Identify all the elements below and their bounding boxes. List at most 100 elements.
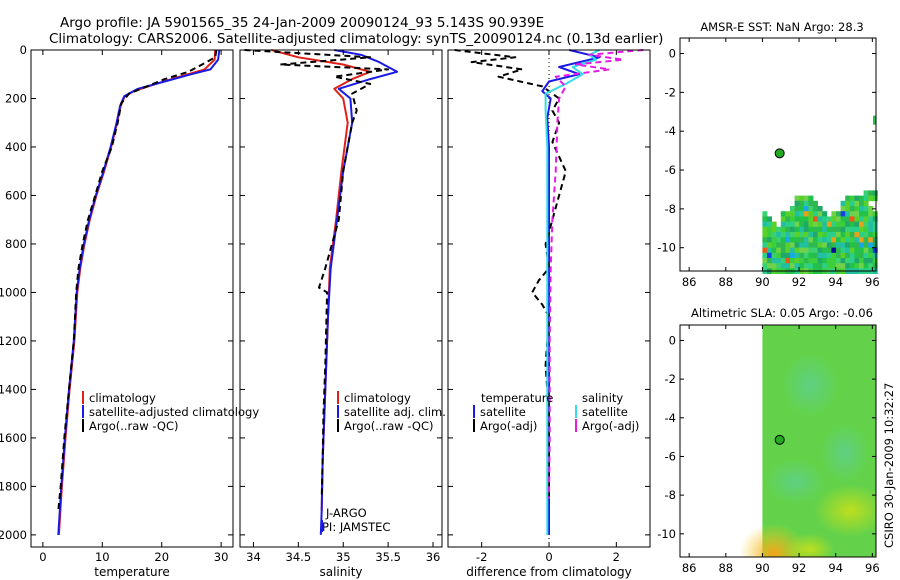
map-title: Altimetric SLA: 0.05 Argo: -0.06 xyxy=(691,306,873,320)
sst-cell xyxy=(790,263,795,269)
sst-cell xyxy=(813,216,818,222)
sst-cell xyxy=(845,216,851,222)
plot-frame xyxy=(239,49,443,548)
series-line-sal_argo xyxy=(548,49,644,499)
sst-cell xyxy=(863,242,869,248)
sst-cell xyxy=(780,247,786,254)
y-tick-label: 800 xyxy=(5,237,27,251)
temperature-profile-panel: 0 10 20 30 0 200 400 600 800 1000 1200 1400 1600 1800… xyxy=(0,43,259,579)
sst-cell xyxy=(849,206,855,212)
sst-cell xyxy=(826,258,832,264)
sst-cell xyxy=(863,190,869,196)
sst-cell xyxy=(771,242,777,248)
sst-cell xyxy=(863,216,869,222)
y-tick-label: 0 xyxy=(669,47,676,61)
sst-cell xyxy=(790,226,795,233)
sst-cell xyxy=(803,252,809,259)
sst-cell xyxy=(790,211,795,217)
sst-cell xyxy=(840,232,846,238)
sst-cell xyxy=(817,263,823,269)
sst-cell xyxy=(808,258,814,264)
argo-float-marker xyxy=(774,148,785,159)
sst-cell xyxy=(771,247,777,254)
sst-cell xyxy=(776,226,782,233)
sst-cell xyxy=(813,206,818,212)
y-tick-label: -8 xyxy=(665,488,676,502)
sst-cell xyxy=(872,247,878,254)
legend-entry: climatology xyxy=(344,391,411,405)
sst-cell xyxy=(822,216,828,222)
sst-cell xyxy=(863,211,869,217)
sst-cell xyxy=(859,216,864,222)
sst-cell xyxy=(776,247,782,254)
sst-cell xyxy=(767,258,772,264)
y-tick-label: 0 xyxy=(20,43,27,57)
sst-cell xyxy=(767,252,772,259)
sst-cell xyxy=(831,226,837,233)
sst-cell xyxy=(822,237,828,243)
sst-cell xyxy=(817,211,823,217)
sst-cell xyxy=(845,200,851,207)
sst-cell xyxy=(776,258,782,264)
legend-entry: satellite adj. clim. xyxy=(344,405,446,419)
sst-cell xyxy=(780,232,786,238)
sst-cell xyxy=(813,263,818,269)
sst-cell xyxy=(854,242,860,248)
legend-entry: Argo(..raw -QC) xyxy=(89,419,179,433)
sst-cell xyxy=(836,226,841,233)
sst-cell xyxy=(785,242,791,248)
sst-cell xyxy=(845,232,851,238)
sst-cell xyxy=(826,226,832,233)
sst-cell xyxy=(785,252,791,259)
sst-cell xyxy=(794,232,800,238)
sst-cell xyxy=(762,247,768,254)
sst-cell xyxy=(794,211,800,217)
sst-cell xyxy=(762,216,768,222)
sst-cell xyxy=(776,232,782,238)
sst-cell xyxy=(868,216,874,222)
sst-cell xyxy=(790,221,795,228)
sst-cell xyxy=(859,226,864,233)
sst-cell xyxy=(849,242,855,248)
sst-cell xyxy=(831,263,837,269)
legend-entry: satellite xyxy=(582,405,628,419)
sst-cell xyxy=(826,263,832,269)
sst-cell xyxy=(868,221,874,228)
x-axis-label: salinity xyxy=(319,565,362,579)
legend-entry: Argo(-adj) xyxy=(480,419,537,433)
sst-cell xyxy=(849,221,855,228)
sla-blob xyxy=(765,459,826,504)
sst-cell xyxy=(849,252,855,259)
x-tick-label: 90 xyxy=(755,275,770,289)
sst-cell xyxy=(849,211,855,217)
sst-cell xyxy=(868,190,874,196)
sst-cell xyxy=(808,263,814,269)
sst-cell xyxy=(831,247,837,254)
sst-cell xyxy=(845,221,851,228)
sst-cell xyxy=(822,232,828,238)
sst-cell xyxy=(840,206,846,212)
sst-cell xyxy=(854,263,860,269)
sst-cell xyxy=(868,232,874,238)
y-tick-label: 1400 xyxy=(0,382,27,396)
sst-cell xyxy=(868,237,874,243)
sst-cell xyxy=(849,200,855,207)
sst-cell xyxy=(785,211,791,217)
x-tick-label: 34.5 xyxy=(286,550,312,564)
y-tick-label: 1000 xyxy=(0,285,27,299)
sst-cell xyxy=(817,247,823,254)
y-tick-label: 200 xyxy=(5,91,27,105)
sst-cell xyxy=(813,237,818,243)
x-tick-label: 36 xyxy=(426,550,441,564)
sst-cell xyxy=(854,226,860,233)
sst-cell xyxy=(831,232,837,238)
sst-cell xyxy=(808,211,814,217)
sst-cell xyxy=(863,263,869,269)
sst-cell xyxy=(803,195,809,202)
sst-cell xyxy=(771,232,777,238)
sst-cell xyxy=(817,216,823,222)
float-pi-label: PI: JAMSTEC xyxy=(322,520,390,534)
sst-cell xyxy=(822,226,828,233)
sst-cell xyxy=(767,237,772,243)
sst-cell xyxy=(794,221,800,228)
